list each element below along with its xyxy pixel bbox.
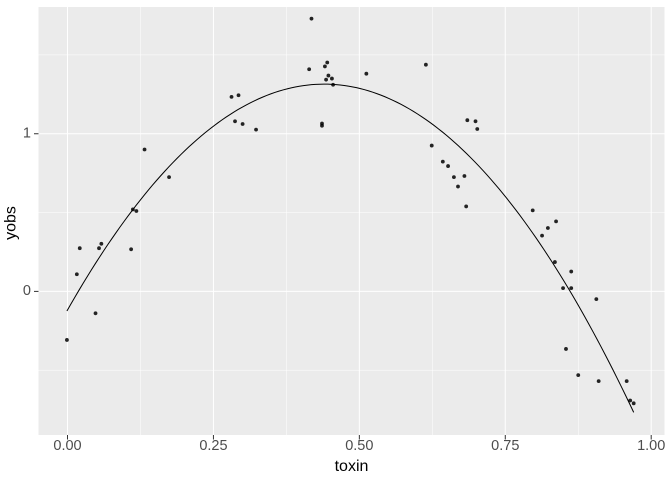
svg-text:yobs: yobs bbox=[3, 206, 20, 240]
svg-text:0.75: 0.75 bbox=[491, 438, 519, 454]
svg-text:1: 1 bbox=[23, 126, 31, 142]
svg-text:0.50: 0.50 bbox=[345, 438, 373, 454]
svg-text:0.25: 0.25 bbox=[199, 438, 227, 454]
svg-text:1.00: 1.00 bbox=[637, 438, 665, 454]
svg-text:toxin: toxin bbox=[335, 458, 369, 475]
svg-text:0: 0 bbox=[23, 283, 31, 299]
svg-text:0.00: 0.00 bbox=[53, 438, 81, 454]
